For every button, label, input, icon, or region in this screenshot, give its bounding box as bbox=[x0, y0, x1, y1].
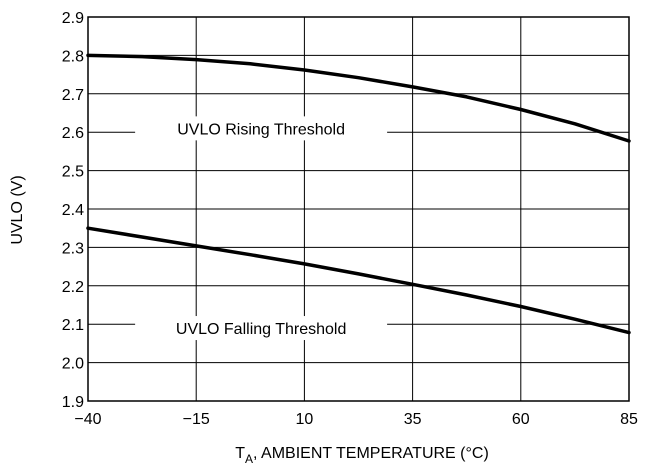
series-lines bbox=[86, 53, 631, 335]
x-tick-labels: −40 −15 10 35 60 85 bbox=[74, 411, 638, 428]
x-tick-label: −40 bbox=[74, 411, 101, 428]
y-tick-label: 2.5 bbox=[62, 164, 84, 181]
x-axis-title-subscript: A bbox=[245, 452, 253, 466]
y-tick-label: 2.7 bbox=[62, 87, 84, 104]
x-axis-title-rest: , AMBIENT TEMPERATURE (°C) bbox=[253, 445, 489, 462]
x-axis-title: TA, AMBIENT TEMPERATURE (°C) bbox=[235, 445, 489, 466]
annotation-background bbox=[135, 116, 388, 141]
annotation-rising-threshold: UVLO Rising Threshold bbox=[177, 121, 345, 138]
y-tick-label: 2.3 bbox=[62, 240, 84, 257]
y-tick-label: 2.6 bbox=[62, 125, 84, 142]
x-tick-label: 85 bbox=[620, 411, 638, 428]
series-line-rising bbox=[86, 53, 631, 143]
y-tick-label: 2.4 bbox=[62, 202, 84, 219]
y-tick-label: 2.0 bbox=[62, 356, 84, 373]
annotation-falling-threshold: UVLO Falling Threshold bbox=[176, 321, 346, 338]
y-tick-label: 2.1 bbox=[62, 317, 84, 334]
x-axis-title-main: T bbox=[235, 445, 245, 462]
y-tick-label: 2.9 bbox=[62, 10, 84, 27]
y-tick-labels: 1.9 2.0 2.1 2.2 2.3 2.4 2.5 2.6 2.7 2.8 2.9 bbox=[62, 10, 84, 411]
y-tick-label: 1.9 bbox=[62, 394, 84, 411]
series-line-falling bbox=[86, 226, 631, 335]
annotation-background bbox=[135, 316, 388, 341]
x-tick-label: 10 bbox=[296, 411, 314, 428]
y-axis-title: UVLO (V) bbox=[9, 175, 26, 244]
y-tick-label: 2.8 bbox=[62, 48, 84, 65]
x-tick-label: −15 bbox=[183, 411, 210, 428]
y-tick-label: 2.2 bbox=[62, 279, 84, 296]
grid bbox=[88, 17, 629, 401]
x-tick-label: 60 bbox=[512, 411, 530, 428]
plot-frame bbox=[87, 16, 630, 402]
curve-annotations: UVLO Rising Threshold UVLO Falling Thresh… bbox=[135, 116, 388, 341]
x-tick-label: 35 bbox=[404, 411, 422, 428]
